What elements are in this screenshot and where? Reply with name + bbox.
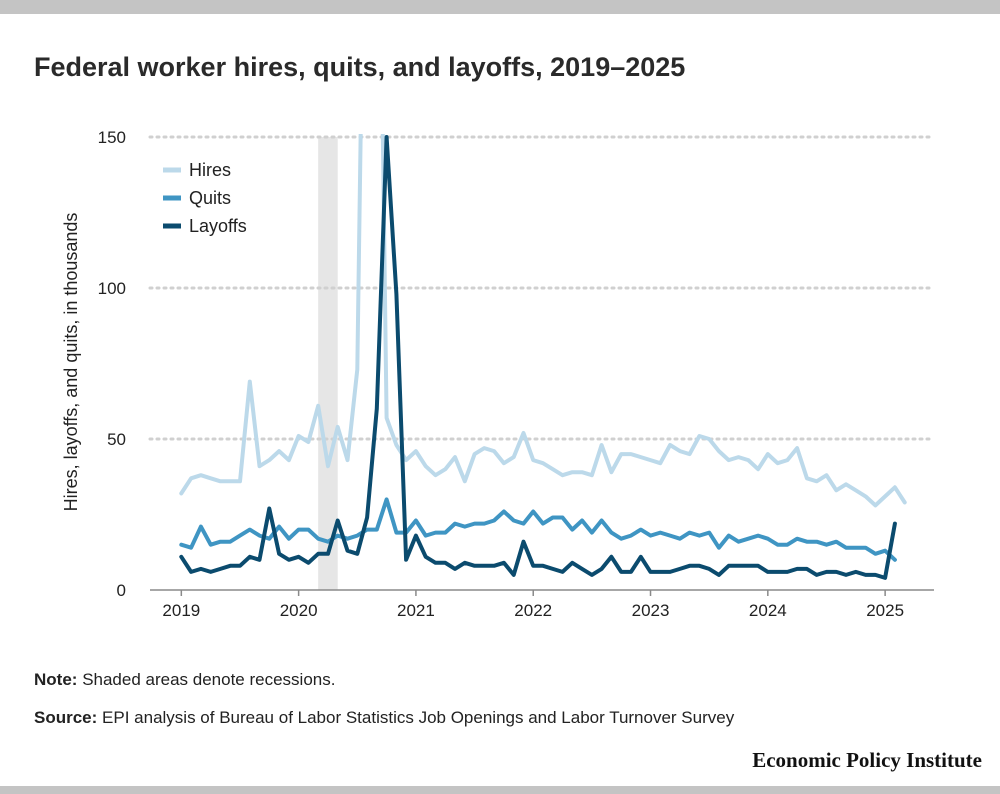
x-tick-label: 2025: [866, 601, 904, 620]
bottom-border-bar: [0, 786, 1000, 794]
source-body: EPI analysis of Bureau of Labor Statisti…: [102, 708, 735, 727]
chart-title: Federal worker hires, quits, and layoffs…: [34, 52, 686, 82]
note-label: Note:: [34, 670, 78, 689]
recession-shade: [318, 137, 338, 590]
source-label: Source:: [34, 708, 98, 727]
top-border-bar: [0, 0, 1000, 14]
series-line-layoffs: [179, 135, 897, 580]
series-line-quits: [179, 497, 897, 562]
y-tick-label: 50: [107, 430, 126, 449]
legend-label-hires: Hires: [189, 160, 231, 180]
x-tick-label: 2021: [397, 601, 435, 620]
x-tick-label: 2022: [514, 601, 552, 620]
x-tick-label: 2024: [749, 601, 787, 620]
x-tick-label: 2023: [632, 601, 670, 620]
x-tick-label: 2019: [162, 601, 200, 620]
y-tick-label: 0: [117, 581, 126, 600]
x-tick-label: 2020: [280, 601, 318, 620]
brand-logo-text: Economic Policy Institute: [752, 748, 982, 772]
note-body: Shaded areas denote recessions.: [82, 670, 336, 689]
series-line-hires: [179, 134, 907, 508]
source-text: Source: EPI analysis of Bureau of Labor …: [34, 708, 734, 728]
y-axis-label: Hires, layoffs, and quits, in thousands: [61, 213, 81, 512]
y-tick-label: 150: [98, 128, 126, 147]
y-tick-label: 100: [98, 279, 126, 298]
legend-label-quits: Quits: [189, 188, 231, 208]
note-text: Note: Shaded areas denote recessions.: [34, 670, 335, 690]
legend-label-layoffs: Layoffs: [189, 216, 247, 236]
